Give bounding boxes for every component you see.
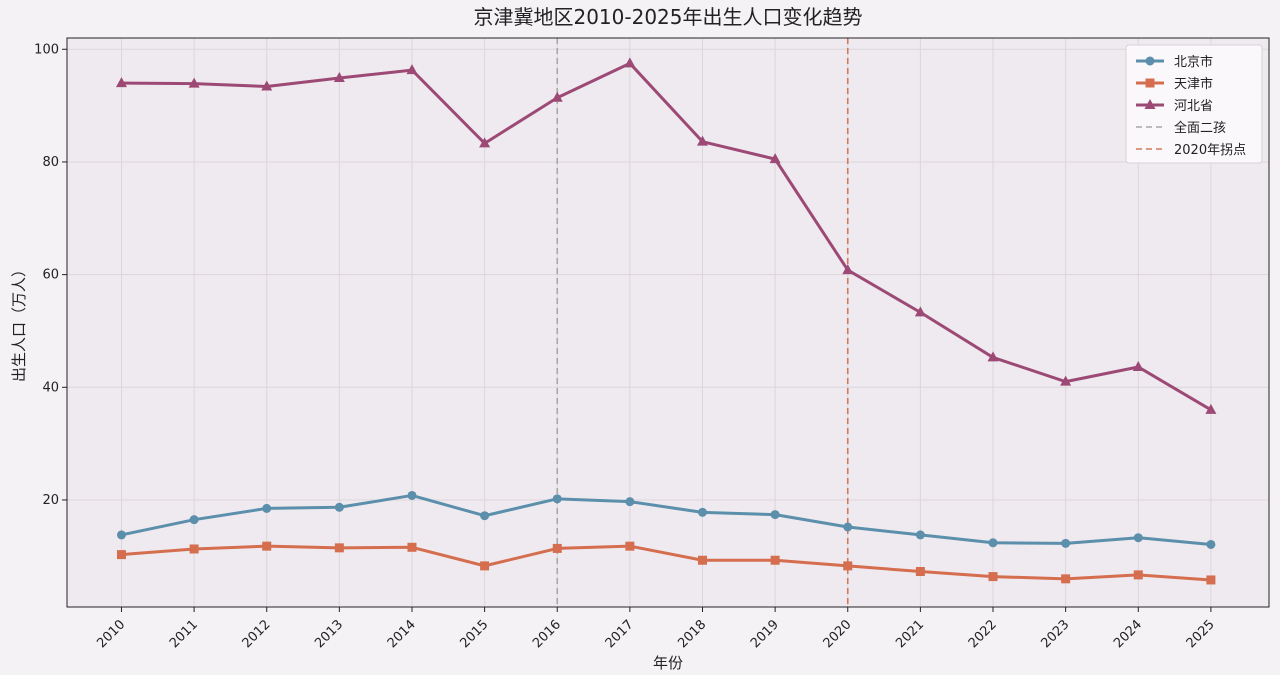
y-tick-label: 20: [42, 493, 59, 508]
data-point: [1205, 403, 1217, 414]
data-point: [625, 497, 635, 507]
data-point: [115, 77, 127, 88]
data-point: [843, 561, 853, 571]
data-point: [770, 555, 780, 565]
data-point: [406, 64, 418, 75]
data-point: [261, 80, 273, 91]
data-point: [552, 543, 562, 553]
y-ticks: 20 40 60 80 100: [34, 42, 67, 508]
data-point: [1060, 375, 1072, 386]
legend-label: 天津市: [1174, 76, 1213, 92]
data-point: [407, 542, 417, 552]
x-tick-label: 2013: [312, 617, 346, 651]
data-point: [769, 153, 781, 164]
legend-label: 河北省: [1174, 99, 1213, 114]
x-tick-label: 2015: [457, 617, 491, 651]
data-point: [1133, 570, 1143, 580]
legend-label: 全面二孩: [1174, 120, 1226, 136]
data-point: [407, 490, 417, 500]
plot-area: [67, 38, 1269, 607]
data-point: [480, 511, 490, 521]
data-point: [988, 538, 998, 548]
data-point: [1144, 99, 1156, 109]
x-tick-label: 2018: [675, 617, 709, 651]
data-point: [334, 502, 344, 512]
data-point: [770, 510, 780, 520]
x-tick-label: 2010: [94, 617, 128, 651]
series-square: [116, 541, 1216, 585]
series-line: [121, 544, 1212, 582]
series-line: [121, 61, 1212, 412]
legend-label: 2020年拐点: [1174, 143, 1246, 158]
data-point: [915, 530, 925, 540]
data-point: [625, 541, 635, 551]
data-point: [1061, 538, 1071, 548]
data-point: [1206, 539, 1216, 549]
data-point: [334, 543, 344, 553]
x-tick-label: 2014: [385, 617, 419, 651]
data-point: [333, 71, 345, 82]
data-point: [116, 530, 126, 540]
data-point: [1132, 361, 1144, 372]
x-tick-label: 2022: [966, 617, 1000, 651]
data-point: [1145, 78, 1155, 88]
data-point: [189, 544, 199, 554]
data-point: [188, 77, 200, 88]
data-point: [262, 541, 272, 551]
series-triangle: [115, 57, 1217, 414]
chart-title: 京津冀地区2010-2025年出生人口变化趋势: [473, 5, 862, 29]
series-lines: [115, 57, 1217, 585]
x-tick-label: 2017: [603, 617, 637, 651]
legend-label: 北京市: [1174, 54, 1213, 70]
y-tick-label: 80: [42, 155, 59, 170]
y-tick-label: 60: [42, 268, 59, 283]
data-point: [987, 351, 999, 362]
data-point: [262, 503, 272, 513]
series-circle: [116, 490, 1216, 549]
data-point: [843, 522, 853, 532]
data-point: [1206, 575, 1216, 585]
data-point: [697, 555, 707, 565]
y-tick-label: 40: [42, 380, 59, 395]
x-tick-label: 2024: [1111, 617, 1145, 651]
data-point: [1133, 533, 1143, 543]
x-tick-label: 2019: [748, 617, 782, 651]
data-point: [552, 494, 562, 504]
data-point: [116, 550, 126, 560]
legend-box: [1125, 44, 1263, 164]
data-point: [696, 135, 708, 146]
data-point: [988, 572, 998, 582]
x-ticks: 2010 2011 2012 2013 2014 2015 2016 2017 2018 2019…: [94, 607, 1218, 651]
reference-lines: [556, 38, 849, 607]
x-tick-label: 2012: [240, 617, 274, 651]
x-tick-label: 2016: [530, 617, 564, 651]
x-tick-label: 2020: [821, 617, 855, 651]
data-point: [915, 567, 925, 577]
y-tick-label: 100: [34, 42, 59, 57]
data-point: [551, 91, 563, 102]
data-point: [1061, 574, 1071, 584]
x-tick-label: 2025: [1184, 617, 1218, 651]
data-point: [842, 264, 854, 275]
series-line: [121, 493, 1212, 546]
x-tick-label: 2023: [1038, 617, 1072, 651]
data-point: [914, 306, 926, 317]
data-point: [697, 507, 707, 517]
data-point: [479, 137, 491, 148]
x-tick-label: 2021: [893, 617, 927, 651]
plot-frame: [66, 37, 1270, 608]
x-axis-label: 年份: [653, 654, 683, 672]
y-axis-label: 出生人口（万人）: [10, 262, 28, 382]
data-point: [1145, 56, 1155, 66]
data-point: [480, 561, 490, 571]
data-point: [189, 515, 199, 525]
data-point: [624, 57, 636, 68]
x-tick-label: 2011: [167, 617, 201, 651]
